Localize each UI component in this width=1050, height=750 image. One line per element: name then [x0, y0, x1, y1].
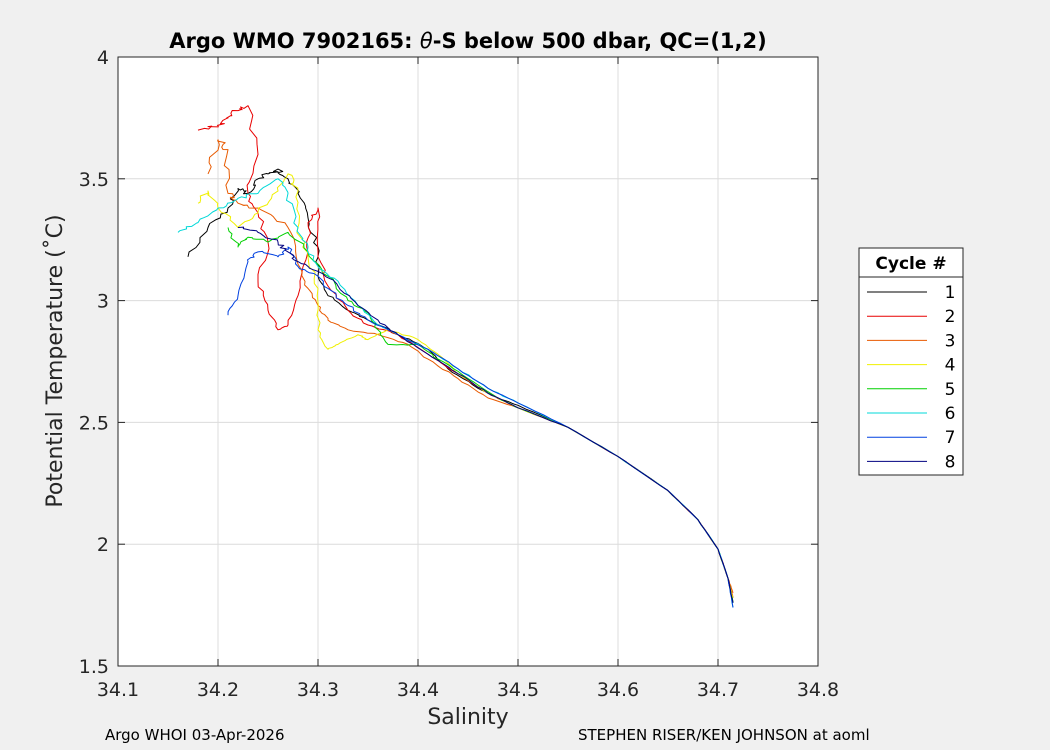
legend: Cycle # 1 2 3 4 5 6 7 8 [858, 247, 964, 476]
x-tick-label: 34.5 [497, 679, 539, 701]
legend-label-5: 5 [945, 380, 956, 400]
legend-label-7: 7 [945, 428, 956, 448]
legend-label-6: 6 [945, 404, 956, 424]
y-tick-label: 4 [97, 47, 109, 69]
legend-label-3: 3 [945, 331, 956, 351]
legend-title: Cycle # [875, 254, 946, 274]
legend-label-1: 1 [945, 283, 956, 303]
x-tick-label: 34.3 [297, 679, 339, 701]
footer-left: Argo WHOI 03-Apr-2026 [105, 726, 285, 744]
legend-label-4: 4 [945, 356, 956, 376]
legend-label-8: 8 [945, 452, 956, 472]
x-tick-label: 34.6 [597, 679, 639, 701]
y-axis-label: Potential Temperature (˚C) [43, 214, 68, 507]
x-tick-label: 34.8 [797, 679, 839, 701]
series-line-8 [237, 226, 734, 603]
x-tick-label: 34.2 [197, 679, 239, 701]
chart-title: Argo WMO 7902165: θ-S below 500 dbar, QC… [169, 29, 766, 53]
legend-entries: 1 2 3 4 5 6 7 8 [867, 283, 955, 472]
legend-label-2: 2 [945, 307, 956, 327]
series-layer [177, 105, 734, 608]
y-tick-label: 2.5 [79, 412, 109, 434]
ticks: 34.1 34.2 34.3 34.4 34.5 34.6 34.7 34.8 1.5 2 2.5 3… [79, 47, 839, 701]
y-tick-label: 1.5 [79, 656, 109, 678]
x-tick-label: 34.7 [697, 679, 739, 701]
y-tick-label: 3 [97, 291, 109, 313]
y-tick-label: 2 [97, 534, 109, 556]
x-tick-label: 34.1 [97, 679, 139, 701]
plot-frame [117, 56, 819, 667]
x-axis-label: Salinity [427, 705, 508, 730]
plot-area [118, 57, 818, 666]
footer-right: STEPHEN RISER/KEN JOHNSON at aoml [578, 726, 870, 744]
x-tick-label: 34.4 [397, 679, 439, 701]
y-tick-label: 3.5 [79, 169, 109, 191]
